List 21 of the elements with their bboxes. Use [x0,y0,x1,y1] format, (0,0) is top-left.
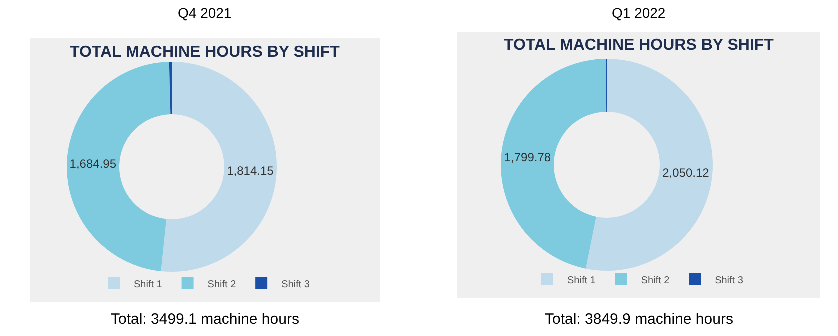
donut-slice [169,62,172,115]
donut-slice [67,62,171,272]
legend-label: Shift 2 [641,275,670,286]
legend-label: Shift 1 [568,275,596,286]
legend-label: Shift 3 [282,279,310,290]
data-label: 1,684.95 [70,156,117,171]
text: Total: 3499.1 machine hours [111,311,300,328]
donut-slice [586,59,713,271]
data-label: 2,050.12 [662,166,710,180]
donut-slice [501,59,607,269]
chart-title: Q4 2021 [178,5,232,21]
text: Total: 3849.9 machine hours [545,311,734,328]
data-label: 1,814.15 [227,164,274,178]
data-label: 1,799.78 [504,150,552,164]
legend-label: Shift 2 [208,279,237,290]
chart-subtitle: TOTAL MACHINE HOURS BY SHIFT [70,44,340,61]
chart-title: Q1 2022 [612,5,666,21]
chart-subtitle: TOTAL MACHINE HOURS BY SHIFT [504,37,774,54]
donut-slice [161,62,277,272]
legend-label: Shift 1 [134,279,163,290]
legend-label: Shift 3 [715,275,744,286]
